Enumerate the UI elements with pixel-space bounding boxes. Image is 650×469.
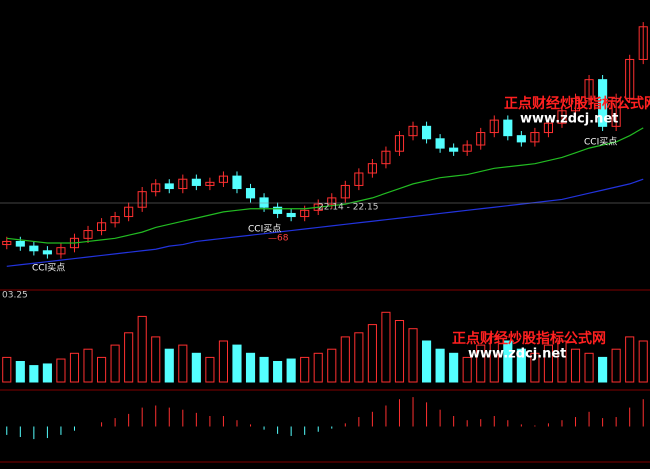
minus-label: —68 bbox=[268, 234, 289, 244]
volume-bar bbox=[354, 332, 364, 383]
volume-bar bbox=[625, 336, 635, 383]
volume-bar bbox=[476, 344, 486, 383]
buy-label: CCI买点 bbox=[248, 224, 281, 235]
volume-bar bbox=[259, 356, 269, 383]
watermark: 正点财经炒股指标公式网 bbox=[504, 95, 650, 112]
volume-bar bbox=[408, 328, 418, 383]
volume-bar bbox=[340, 336, 350, 383]
watermark-url: www.zdcj.net bbox=[520, 112, 618, 127]
volume-bar bbox=[327, 348, 337, 383]
volume-bar bbox=[435, 348, 445, 383]
ma-line bbox=[6, 178, 644, 267]
volume-bar bbox=[218, 340, 228, 383]
volume-bar bbox=[489, 336, 499, 383]
volume-bar bbox=[97, 356, 107, 383]
volume-bar bbox=[367, 324, 377, 383]
volume-bar bbox=[83, 348, 93, 383]
volume-bar bbox=[313, 352, 323, 383]
volume-bar bbox=[164, 348, 174, 383]
volume-bar bbox=[530, 352, 540, 383]
volume-bar bbox=[516, 348, 526, 383]
volume-bar bbox=[286, 358, 296, 383]
volume-bar bbox=[570, 348, 581, 383]
volume-bar bbox=[29, 365, 39, 383]
volume-bar bbox=[611, 348, 621, 383]
volume-bar bbox=[381, 311, 391, 383]
volume-bar bbox=[394, 320, 405, 383]
volume-bar bbox=[124, 332, 134, 383]
volume-bar bbox=[178, 344, 188, 383]
buy-label: CCI买点 bbox=[32, 263, 65, 274]
volume-label: 03.25 bbox=[2, 291, 28, 301]
watermark-url: www.zdcj.net bbox=[468, 347, 566, 362]
volume-bar bbox=[205, 356, 215, 383]
volume-bar bbox=[151, 336, 161, 383]
volume-bar bbox=[2, 356, 12, 383]
volume-bar bbox=[584, 352, 594, 383]
volume-bar bbox=[638, 340, 648, 383]
volume-bar bbox=[245, 352, 256, 383]
volume-bar bbox=[273, 361, 283, 383]
volume-bar bbox=[449, 352, 459, 383]
volume-bar bbox=[557, 340, 567, 383]
watermark: 正点财经炒股指标公式网 bbox=[452, 330, 606, 347]
volume-bar bbox=[232, 344, 242, 383]
volume-bar bbox=[543, 344, 553, 383]
volume-bar bbox=[69, 352, 80, 383]
volume-bar bbox=[191, 352, 201, 383]
volume-bar bbox=[56, 358, 66, 383]
volume-bar bbox=[42, 363, 52, 383]
volume-bar bbox=[300, 356, 310, 383]
volume-bar bbox=[15, 361, 25, 383]
volume-bar bbox=[462, 356, 472, 383]
buy-label: CCI买点 bbox=[584, 137, 617, 148]
volume-bar bbox=[422, 340, 432, 383]
level-label: 22.14 - 22.15 bbox=[318, 203, 379, 213]
volume-bar bbox=[503, 340, 513, 383]
ma-line bbox=[6, 127, 644, 244]
volume-bar bbox=[598, 356, 608, 383]
volume-bar bbox=[137, 315, 147, 383]
volume-bar bbox=[110, 344, 120, 383]
